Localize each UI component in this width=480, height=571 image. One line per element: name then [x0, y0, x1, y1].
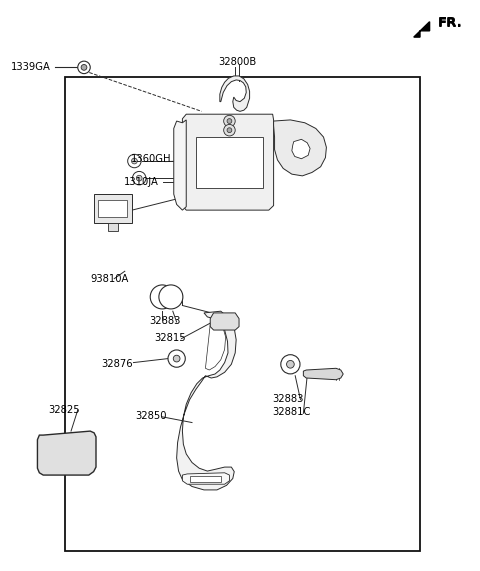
Circle shape: [227, 119, 232, 123]
Text: 1360GH: 1360GH: [131, 154, 171, 164]
Text: 93810A: 93810A: [90, 274, 129, 284]
Polygon shape: [210, 313, 239, 330]
Polygon shape: [108, 223, 118, 231]
Polygon shape: [177, 311, 236, 490]
Polygon shape: [182, 473, 229, 484]
Text: 32881C: 32881C: [273, 407, 311, 417]
Circle shape: [227, 128, 232, 132]
Circle shape: [81, 65, 87, 70]
Text: 32815: 32815: [155, 333, 186, 343]
Text: 32883: 32883: [149, 316, 180, 326]
Circle shape: [128, 154, 141, 168]
Circle shape: [159, 285, 183, 309]
Circle shape: [173, 355, 180, 362]
Circle shape: [287, 360, 294, 368]
Text: 32883: 32883: [273, 393, 304, 404]
Circle shape: [132, 158, 137, 164]
Circle shape: [281, 355, 300, 374]
Polygon shape: [190, 476, 221, 482]
Bar: [65, 77, 420, 551]
Text: 32876: 32876: [101, 359, 132, 369]
Text: 1310JA: 1310JA: [124, 176, 159, 187]
Circle shape: [168, 350, 185, 367]
Circle shape: [78, 61, 90, 74]
Text: 32850: 32850: [135, 411, 167, 421]
Polygon shape: [292, 139, 310, 159]
Polygon shape: [303, 368, 343, 380]
Polygon shape: [98, 200, 127, 217]
Text: 1339GA: 1339GA: [11, 62, 50, 73]
Polygon shape: [414, 22, 430, 37]
Circle shape: [150, 285, 174, 309]
Circle shape: [224, 115, 235, 127]
Polygon shape: [174, 120, 186, 210]
Circle shape: [136, 175, 142, 181]
Polygon shape: [94, 194, 132, 223]
Circle shape: [132, 171, 146, 185]
Circle shape: [224, 124, 235, 136]
Text: FR.: FR.: [438, 17, 463, 29]
Text: 32800B: 32800B: [218, 57, 257, 67]
Polygon shape: [274, 120, 326, 176]
Text: 32825: 32825: [48, 405, 80, 415]
Text: FR.: FR.: [438, 18, 463, 30]
Polygon shape: [220, 76, 250, 111]
Polygon shape: [37, 431, 96, 475]
Polygon shape: [196, 137, 263, 188]
Polygon shape: [182, 114, 274, 210]
